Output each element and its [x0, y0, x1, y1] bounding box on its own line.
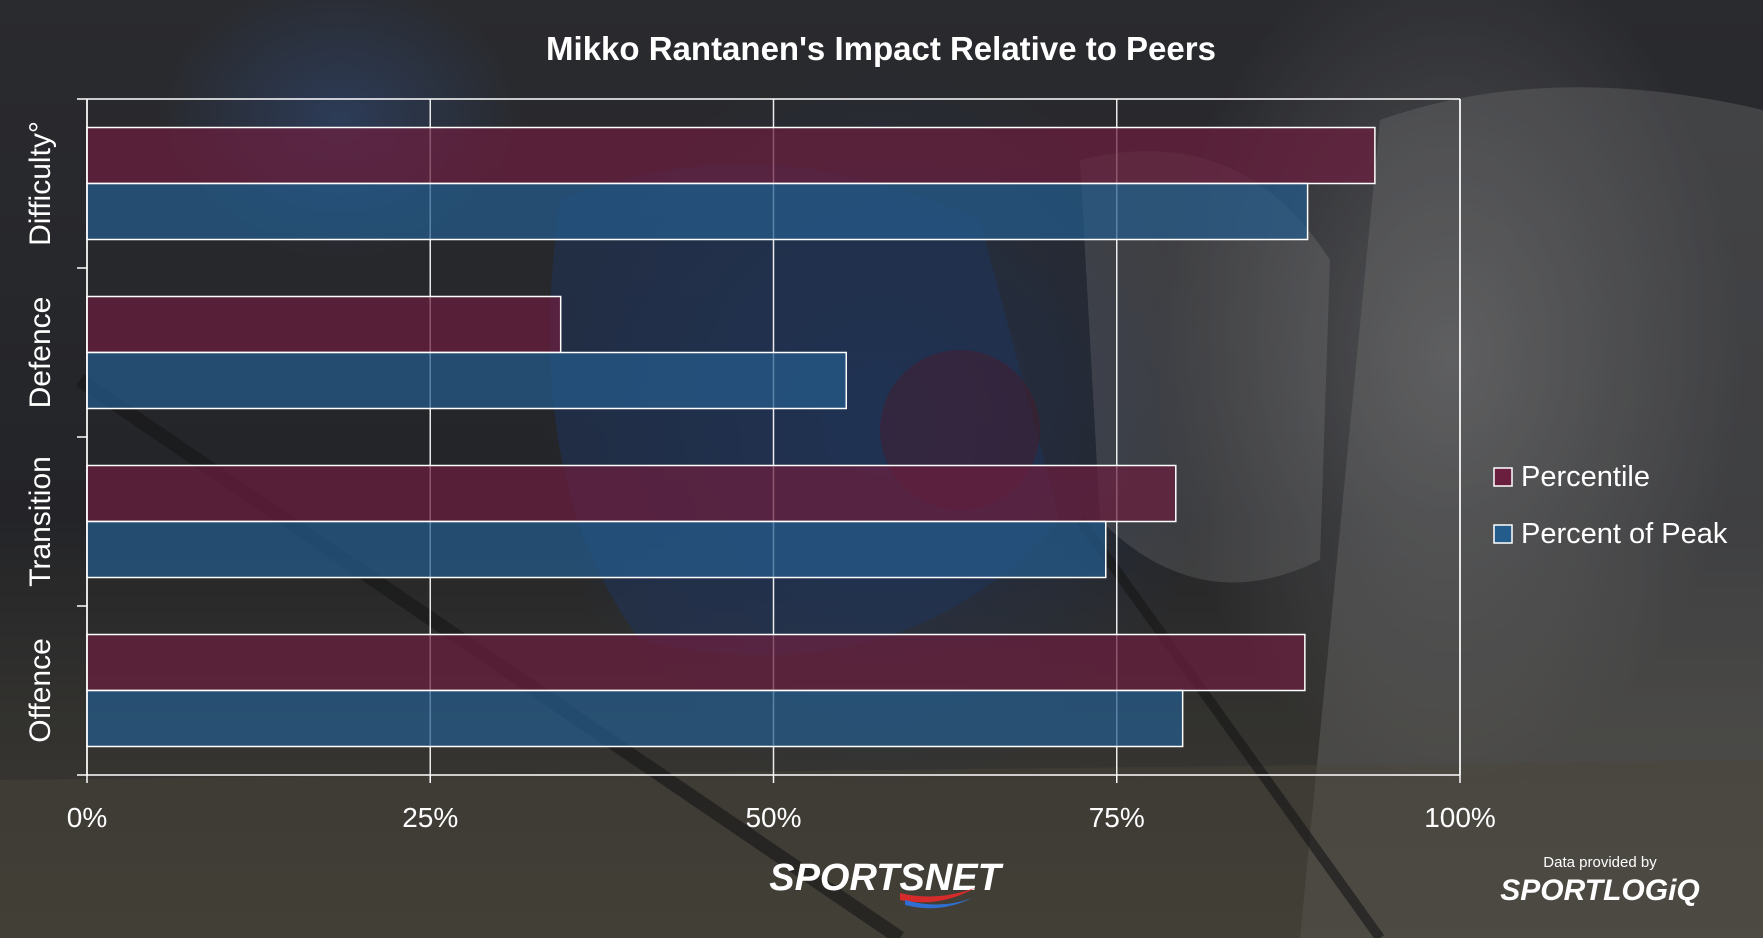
data-provided-by-text: Data provided by — [1543, 854, 1657, 871]
bar-transition-percentile — [86, 464, 1177, 523]
x-tick-label-1: 25% — [402, 802, 458, 833]
bar-offence-percent-of-peak — [86, 689, 1184, 748]
x-tick-label-0: 0% — [67, 802, 107, 833]
sportsnet-logo: SPORTSNET — [769, 857, 1003, 899]
axes: 0% 25% 50% 75% 100% Difficulty° Defence Transit… — [24, 98, 1496, 833]
legend-swatch-percentile — [1493, 467, 1513, 487]
chart-title: Mikko Rantanen's Impact Relative to Peer… — [546, 30, 1216, 67]
legend: Percentile Percent of Peak — [1493, 461, 1728, 550]
sportsnet-logo-swoosh — [900, 888, 975, 903]
legend-label-percentile: Percentile — [1521, 461, 1650, 493]
sportsnet-logo-swoosh-blue — [905, 898, 972, 909]
bar-defence-percent-of-peak — [86, 351, 848, 410]
bar-offence-percentile — [86, 633, 1306, 692]
bar-transition-percent-of-peak — [86, 520, 1107, 579]
x-tick-label-3: 75% — [1089, 802, 1145, 833]
bar-difficulty-percent-of-peak — [86, 182, 1309, 241]
bars — [86, 126, 1376, 748]
x-tick-label-4: 100% — [1424, 802, 1496, 833]
y-category-label-0: Difficulty° — [24, 121, 57, 246]
legend-swatch-percent-of-peak — [1493, 524, 1513, 544]
sportlogiq-logo: SPORTLOGiQ — [1500, 874, 1699, 907]
bar-difficulty-percentile — [86, 126, 1376, 185]
y-category-label-1: Defence — [24, 297, 57, 409]
legend-label-percent-of-peak: Percent of Peak — [1521, 518, 1728, 550]
bar-defence-percentile — [86, 295, 562, 354]
branding: SPORTSNET Data provided by SPORTLOGiQ — [769, 854, 1700, 909]
y-category-label-2: Transition — [24, 456, 57, 587]
y-category-label-3: Offence — [24, 638, 57, 743]
x-tick-label-2: 50% — [745, 802, 801, 833]
